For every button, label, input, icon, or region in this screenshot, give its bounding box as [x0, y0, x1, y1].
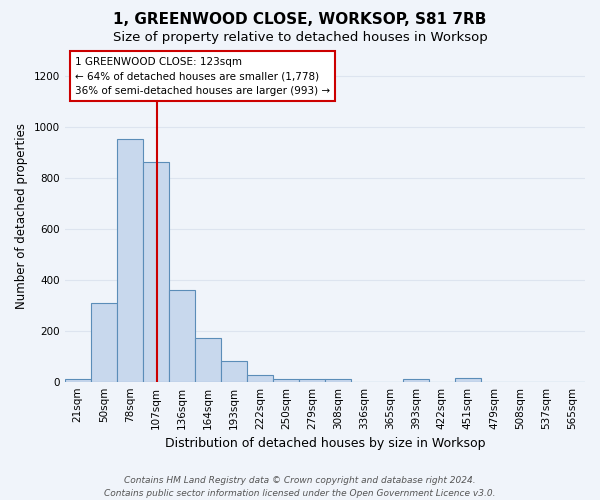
- Bar: [455, 378, 481, 382]
- Bar: [325, 379, 351, 382]
- Bar: [221, 362, 247, 382]
- Bar: [403, 379, 429, 382]
- Bar: [247, 374, 273, 382]
- Text: Contains HM Land Registry data © Crown copyright and database right 2024.
Contai: Contains HM Land Registry data © Crown c…: [104, 476, 496, 498]
- Bar: [273, 379, 299, 382]
- Text: 1 GREENWOOD CLOSE: 123sqm
← 64% of detached houses are smaller (1,778)
36% of se: 1 GREENWOOD CLOSE: 123sqm ← 64% of detac…: [75, 56, 330, 96]
- Bar: [91, 302, 117, 382]
- Bar: [169, 290, 195, 382]
- Text: 1, GREENWOOD CLOSE, WORKSOP, S81 7RB: 1, GREENWOOD CLOSE, WORKSOP, S81 7RB: [113, 12, 487, 28]
- X-axis label: Distribution of detached houses by size in Worksop: Distribution of detached houses by size …: [164, 437, 485, 450]
- Y-axis label: Number of detached properties: Number of detached properties: [15, 123, 28, 309]
- Bar: [65, 379, 91, 382]
- Bar: [117, 140, 143, 382]
- Text: Size of property relative to detached houses in Worksop: Size of property relative to detached ho…: [113, 31, 487, 44]
- Bar: [195, 338, 221, 382]
- Bar: [299, 379, 325, 382]
- Bar: [143, 162, 169, 382]
